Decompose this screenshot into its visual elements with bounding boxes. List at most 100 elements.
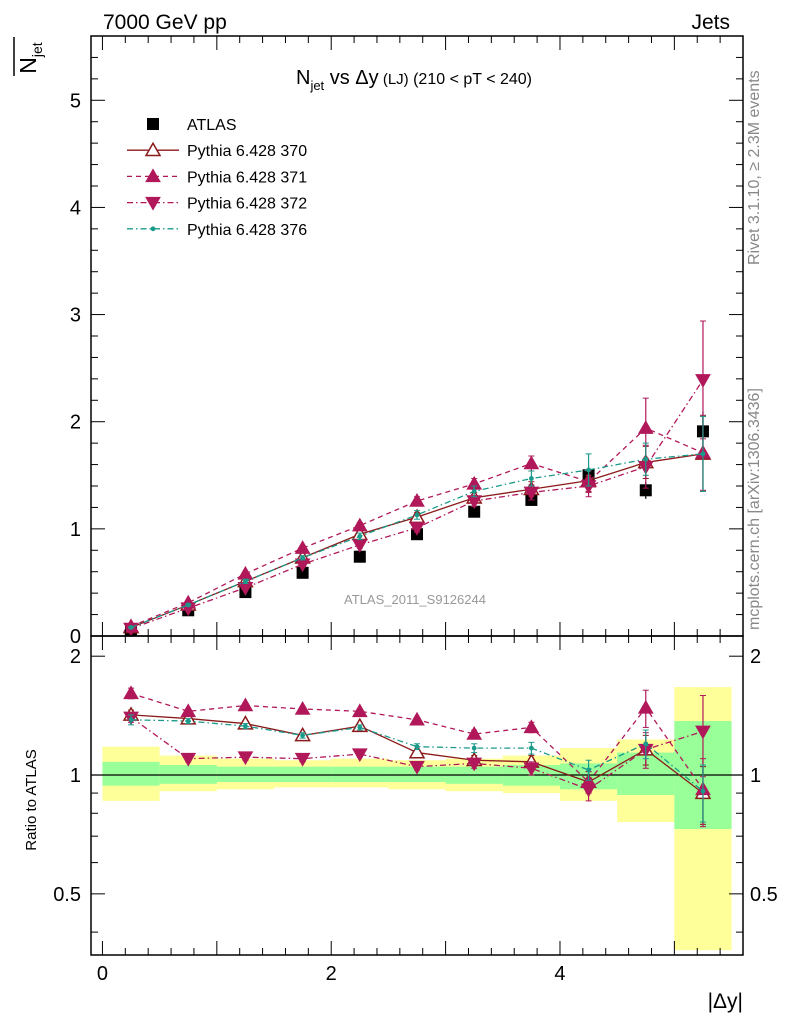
ratio-line: [131, 719, 704, 792]
data-point: [528, 476, 534, 481]
data-point: [409, 522, 425, 536]
ratio-point: [294, 752, 311, 767]
data-point: [300, 555, 306, 561]
uncertainty-band-inner: [102, 761, 160, 786]
legend-label: Pythia 6.428 376: [187, 222, 307, 239]
ratio-y-tick-label: 2: [70, 646, 81, 668]
legend: ATLAS Pythia 6.428 370 Pythia 6.428 371 Pyt…: [127, 117, 307, 239]
ratio-y-tick-label-right: 2: [750, 646, 761, 668]
data-point: [639, 484, 652, 497]
ratio-point: [408, 744, 426, 759]
header-right: Jets: [691, 11, 730, 34]
y-tick-label: 0: [70, 626, 81, 648]
data-point: [471, 488, 477, 494]
ratio-point: [637, 699, 654, 714]
ratio-point: [466, 757, 483, 772]
rivet-version-label: Rivet 3.1.10, ≥ 2.3M events: [746, 70, 763, 265]
analysis-watermark: ATLAS_2011_S9126244: [344, 592, 486, 607]
ratio-point: [185, 718, 191, 724]
ratio-point: [351, 748, 368, 763]
ratio-point: [300, 733, 306, 738]
legend-entry-1: Pythia 6.428 370: [127, 141, 307, 160]
legend-marker: [144, 141, 162, 157]
svg-text:mcplots.cern.ch [arXiv:1306.34: mcplots.cern.ch [arXiv:1306.3436]: [746, 388, 763, 630]
data-point: [296, 566, 309, 579]
ratio-point: [466, 726, 483, 740]
series-line: [130, 379, 704, 630]
ratio-y-tick-label: 0.5: [53, 884, 81, 906]
y-tick-label: 3: [70, 305, 81, 327]
main-y-label: Njet: [15, 42, 45, 74]
ratio-point: [128, 717, 134, 723]
ratio-y-label: Ratio to ATLAS: [23, 749, 40, 850]
data-point: [700, 451, 706, 457]
mcplots-source-label: mcplots.cern.ch [arXiv:1306.3436]: [746, 388, 763, 630]
legend-label: Pythia 6.428 370: [187, 143, 307, 160]
ratio-axes: 0 2 4 0.5 0.5 1 1 2 2: [53, 635, 778, 985]
y-tick-label: 2: [70, 412, 81, 434]
ratio-point: [123, 685, 139, 700]
ratio-point: [471, 745, 477, 751]
data-point: [294, 540, 311, 554]
data-point: [409, 492, 425, 507]
data-point: [468, 505, 481, 518]
x-tick-label: 4: [554, 963, 565, 985]
ratio-point: [180, 752, 197, 767]
legend-marker: [145, 196, 161, 211]
ratio-point: [180, 703, 197, 718]
svg-text:Rivet 3.1.10, ≥ 2.3M events: Rivet 3.1.10, ≥ 2.3M events: [746, 70, 763, 265]
data-point: [237, 565, 254, 580]
uncertainty-band-inner: [331, 766, 389, 783]
ratio-point: [243, 723, 248, 729]
ratio-point: [414, 744, 420, 750]
svg-text:Ratio to ATLAS: Ratio to ATLAS: [23, 749, 40, 850]
svg-text:Njet: Njet: [15, 42, 45, 74]
ratio-y-tick-label-right: 0.5: [750, 884, 778, 906]
ratio-point: [237, 751, 254, 766]
legend-label: Pythia 6.428 371: [187, 169, 307, 186]
series-4: [128, 415, 706, 630]
ratio-point: [700, 788, 706, 794]
legend-marker: [147, 118, 159, 130]
main-axes: 0 1 2 3 4 5: [70, 35, 744, 648]
data-point: [637, 420, 654, 434]
x-tick-label: 0: [97, 963, 108, 985]
y-tick-label: 1: [70, 519, 81, 541]
ratio-point: [643, 741, 649, 747]
data-point: [643, 456, 649, 462]
legend-entry-2: Pythia 6.428 371: [127, 168, 307, 186]
uncertainty-band-inner: [216, 766, 275, 783]
series-3: [123, 320, 711, 637]
data-point: [185, 602, 191, 608]
main-title: Njet vs Δy (LJ) (210 < pT < 240): [296, 67, 532, 93]
y-tick-label: 5: [70, 90, 81, 112]
ratio-point: [580, 783, 597, 798]
ratio-point: [294, 700, 311, 715]
ratio-y-tick-label: 1: [70, 765, 81, 787]
ratio-point: [586, 767, 591, 773]
x-axis-label: |Δy|: [708, 990, 743, 1013]
legend-marker: [150, 226, 156, 232]
uncertainty-band-inner: [274, 766, 332, 783]
ratio-frame: [90, 635, 744, 956]
ratio-point: [351, 703, 368, 718]
data-point: [586, 467, 591, 473]
header-left: 7000 GeV pp: [103, 11, 227, 34]
ratio-series-group: [122, 685, 712, 828]
legend-label: ATLAS: [187, 117, 237, 134]
legend-marker: [145, 168, 161, 183]
data-point: [695, 374, 711, 388]
data-point: [357, 533, 363, 539]
ratio-point: [523, 762, 540, 777]
ratio-point: [528, 745, 534, 751]
data-point: [351, 517, 368, 532]
data-point: [243, 578, 248, 584]
data-point: [128, 625, 134, 630]
ratio-point: [523, 719, 540, 734]
data-point: [523, 455, 540, 470]
legend-entry-4: Pythia 6.428 376: [127, 222, 307, 239]
ratio-point: [237, 697, 254, 712]
ratio-point: [695, 725, 711, 740]
legend-label: Pythia 6.428 372: [187, 196, 307, 213]
